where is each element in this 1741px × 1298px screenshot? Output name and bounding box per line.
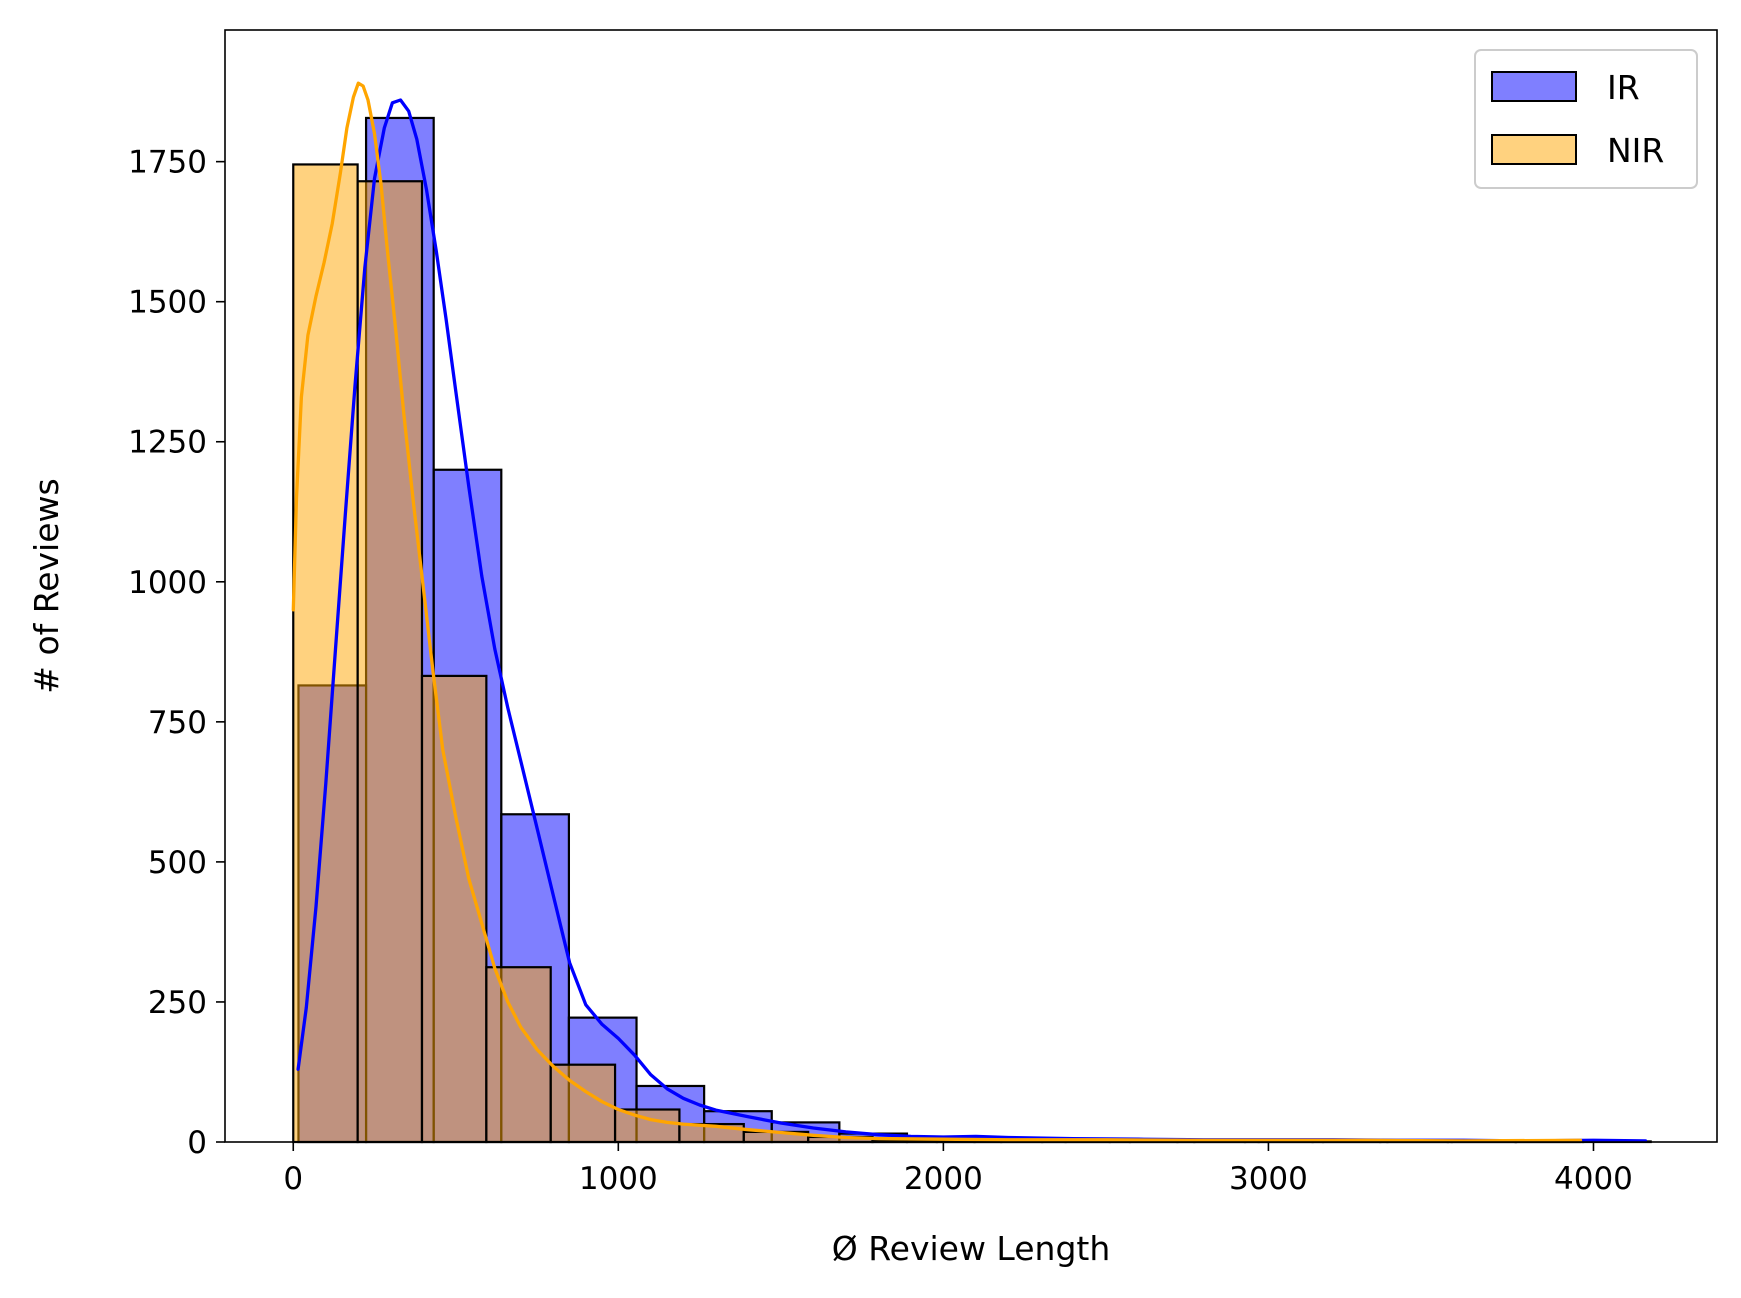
y-tick-label: 0 xyxy=(187,1125,207,1161)
bar-nir-2 xyxy=(420,674,488,1144)
y-tick-label: 750 xyxy=(148,705,207,741)
x-tick-label: 0 xyxy=(283,1161,303,1197)
legend-swatch-nir xyxy=(1491,134,1577,165)
kde-layer xyxy=(291,81,1648,1143)
legend-label-ir: IR xyxy=(1607,68,1640,107)
y-tick-label: 500 xyxy=(148,845,207,881)
x-tick-label: 3000 xyxy=(1229,1161,1308,1197)
x-axis: 0 1000 2000 3000 4000 xyxy=(283,1142,1633,1197)
bar-nir-0 xyxy=(292,163,359,1144)
y-tick-label: 1500 xyxy=(128,285,207,321)
bar-nir-1 xyxy=(356,180,424,1144)
plot-frame xyxy=(224,29,1718,1143)
x-tick-label: 4000 xyxy=(1554,1161,1633,1197)
y-tick-label: 1750 xyxy=(128,145,207,181)
x-axis-title: Ø Review Length xyxy=(832,1229,1111,1268)
kde-line-nir xyxy=(291,81,1583,1143)
legend: IR NIR xyxy=(1474,49,1698,189)
x-tick-label: 2000 xyxy=(904,1161,983,1197)
axes-layer xyxy=(224,29,1718,1143)
y-axis-title: # of Reviews xyxy=(27,478,66,693)
y-tick-label: 1000 xyxy=(128,565,207,601)
legend-label-nir: NIR xyxy=(1607,131,1664,170)
y-tick-label: 250 xyxy=(148,985,207,1021)
legend-swatch-ir xyxy=(1491,71,1577,102)
y-tick-label: 1250 xyxy=(128,425,207,461)
bar-nir-5 xyxy=(613,1108,681,1144)
y-axis: 0 250 500 750 1000 1250 1500 1750 xyxy=(128,145,225,1161)
x-tick-label: 1000 xyxy=(579,1161,658,1197)
